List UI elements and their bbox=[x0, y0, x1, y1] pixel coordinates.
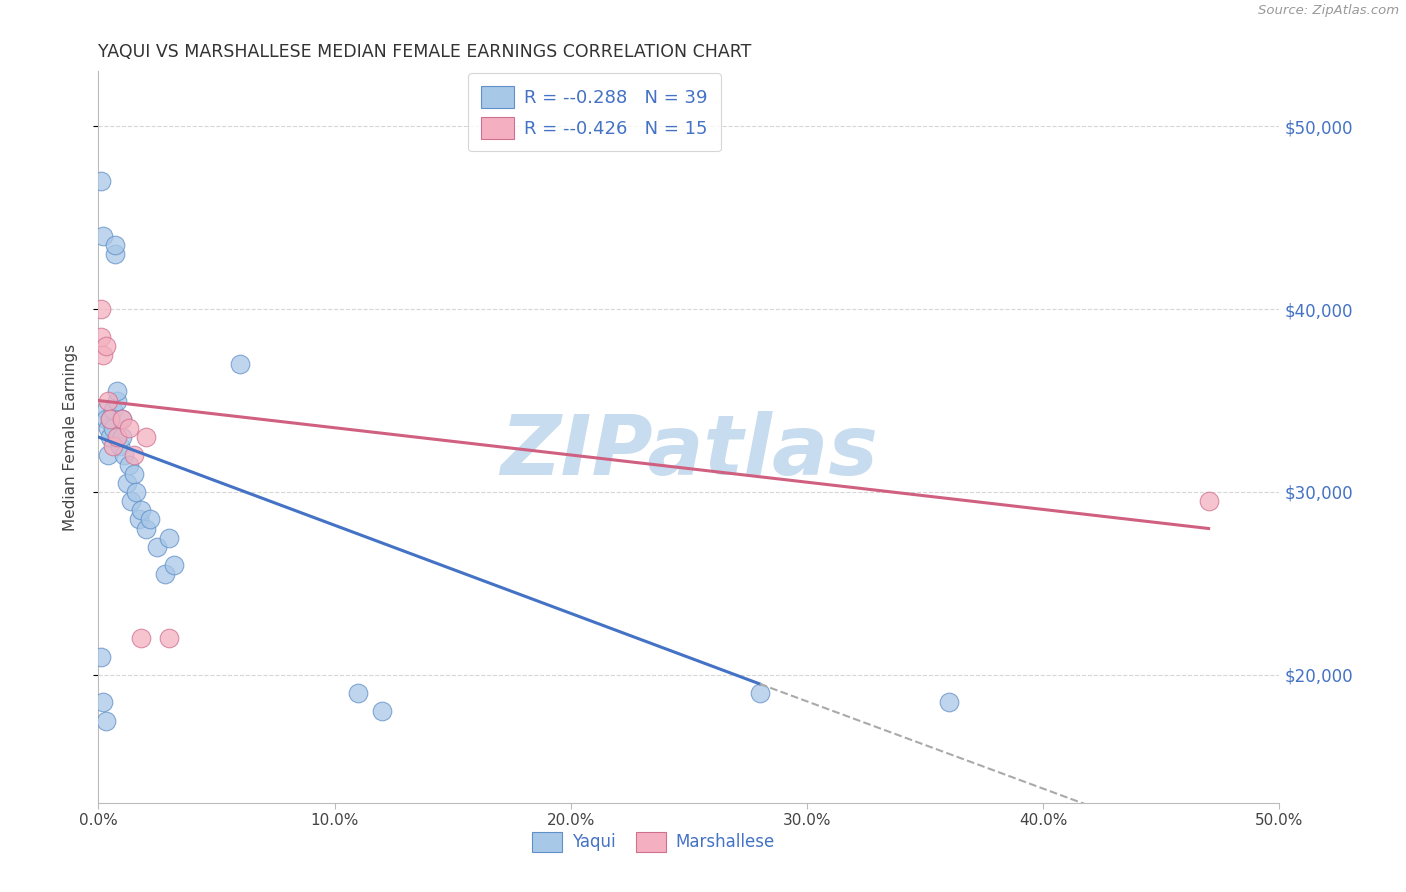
Point bbox=[98, 411, 121, 425]
Legend: Yaqui, Marshallese: Yaqui, Marshallese bbox=[524, 823, 783, 860]
Point bbox=[90, 329, 112, 343]
Point bbox=[112, 448, 135, 462]
Point bbox=[94, 411, 117, 425]
Point bbox=[157, 631, 180, 645]
Point bbox=[122, 448, 145, 462]
Point bbox=[101, 421, 124, 435]
Point bbox=[135, 521, 157, 535]
Point bbox=[129, 631, 152, 645]
Point bbox=[97, 448, 120, 462]
Point bbox=[125, 484, 148, 499]
Point bbox=[91, 348, 114, 362]
Point bbox=[121, 494, 143, 508]
Y-axis label: Median Female Earnings: Median Female Earnings bbox=[63, 343, 77, 531]
Point bbox=[153, 567, 176, 582]
Point bbox=[135, 430, 157, 444]
Point bbox=[91, 695, 114, 709]
Point bbox=[111, 411, 134, 425]
Point bbox=[111, 411, 134, 425]
Point bbox=[118, 458, 141, 472]
Point bbox=[347, 686, 370, 700]
Point bbox=[97, 421, 120, 435]
Point bbox=[115, 475, 138, 490]
Point bbox=[938, 695, 960, 709]
Point bbox=[128, 512, 150, 526]
Point bbox=[104, 238, 127, 252]
Point bbox=[105, 393, 128, 408]
Point bbox=[122, 467, 145, 481]
Point bbox=[371, 704, 394, 718]
Point bbox=[157, 531, 180, 545]
Text: Source: ZipAtlas.com: Source: ZipAtlas.com bbox=[1258, 4, 1399, 18]
Point bbox=[163, 558, 186, 573]
Point bbox=[1198, 494, 1220, 508]
Point bbox=[94, 402, 117, 417]
Point bbox=[139, 512, 162, 526]
Point bbox=[94, 338, 117, 352]
Text: ZIPatlas: ZIPatlas bbox=[501, 411, 877, 492]
Point bbox=[90, 174, 112, 188]
Point bbox=[101, 439, 124, 453]
Point bbox=[104, 247, 127, 261]
Point bbox=[94, 714, 117, 728]
Point bbox=[108, 439, 131, 453]
Point bbox=[98, 430, 121, 444]
Point bbox=[90, 301, 112, 316]
Point bbox=[748, 686, 770, 700]
Point bbox=[111, 430, 134, 444]
Point bbox=[98, 411, 121, 425]
Text: YAQUI VS MARSHALLESE MEDIAN FEMALE EARNINGS CORRELATION CHART: YAQUI VS MARSHALLESE MEDIAN FEMALE EARNI… bbox=[98, 44, 752, 62]
Point bbox=[118, 421, 141, 435]
Point bbox=[105, 430, 128, 444]
Point bbox=[105, 384, 128, 399]
Point bbox=[229, 357, 252, 371]
Point bbox=[146, 540, 169, 554]
Point bbox=[91, 228, 114, 243]
Point bbox=[129, 503, 152, 517]
Point bbox=[97, 393, 120, 408]
Point bbox=[101, 402, 124, 417]
Point bbox=[90, 649, 112, 664]
